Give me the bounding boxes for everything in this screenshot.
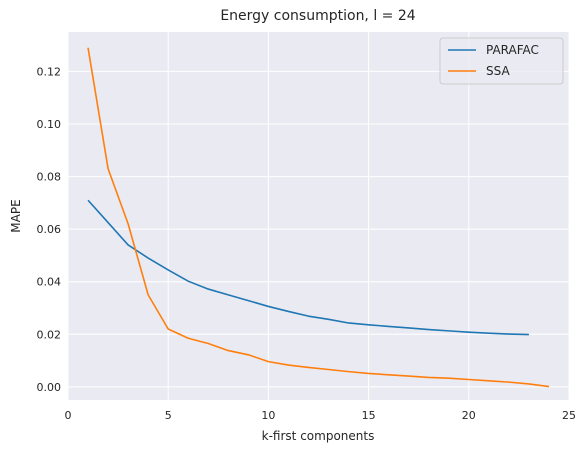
- y-tick-label: 0.08: [37, 171, 62, 184]
- grid-x: [67, 32, 570, 400]
- y-tick-label: 0.02: [37, 328, 62, 341]
- y-tick-label: 0.04: [37, 276, 62, 289]
- legend: PARAFAC SSA: [439, 37, 564, 85]
- y-tick-labels: 0.00 0.02 0.04 0.06 0.08 0.10 0.12: [37, 65, 62, 393]
- y-axis-label: MAPE: [9, 199, 23, 232]
- y-tick-label: 0.12: [37, 65, 62, 78]
- y-tick-label: 0.06: [37, 223, 62, 236]
- x-tick-label: 0: [65, 409, 72, 422]
- chart-title: Energy consumption, l = 24: [220, 8, 415, 24]
- series-layer: [87, 47, 550, 388]
- x-tick-label: 25: [562, 409, 576, 422]
- x-tick-label: 5: [165, 409, 172, 422]
- x-tick-labels: 0 5 10 15 20 25: [65, 409, 577, 422]
- legend-label-ssa: SSA: [486, 64, 510, 78]
- x-tick-label: 10: [261, 409, 275, 422]
- legend-label-parafac: PARAFAC: [486, 43, 539, 57]
- x-tick-label: 15: [362, 409, 376, 422]
- x-axis-label: k-first components: [262, 429, 375, 443]
- x-tick-label: 20: [462, 409, 476, 422]
- y-tick-label: 0.10: [37, 118, 62, 131]
- plot-background: [68, 32, 569, 400]
- series-line-parafac: [87, 199, 529, 336]
- y-tick-label: 0.00: [37, 381, 62, 394]
- series-line-ssa: [87, 47, 550, 388]
